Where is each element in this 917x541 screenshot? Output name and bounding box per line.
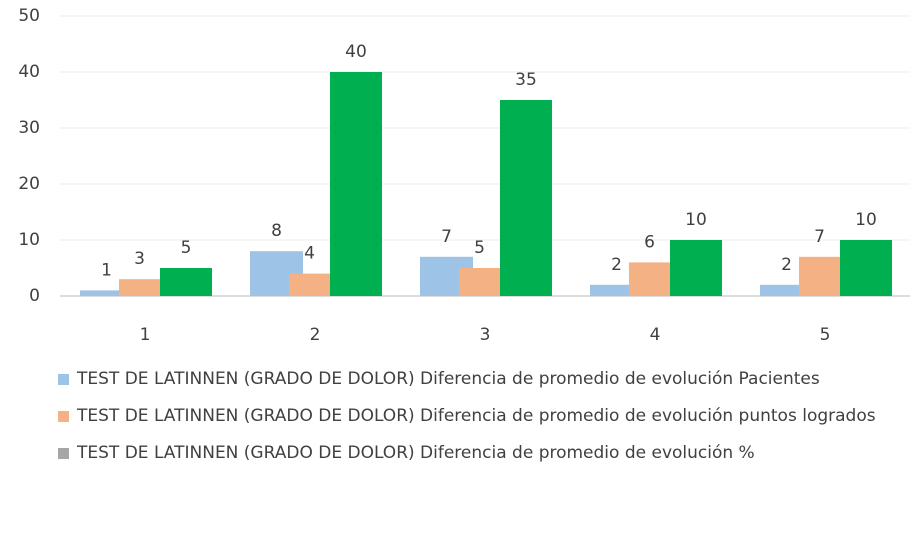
legend-swatch (58, 374, 69, 385)
legend-label: TEST DE LATINNEN (GRADO DE DOLOR) Difere… (77, 443, 755, 463)
bar (500, 100, 552, 296)
data-label: 6 (644, 232, 655, 252)
y-tick-label: 0 (29, 286, 40, 306)
x-tick-label: 1 (140, 325, 151, 345)
x-tick-label: 2 (310, 325, 321, 345)
x-tick-label: 3 (480, 325, 491, 345)
bar (799, 256, 840, 296)
y-tick-label: 20 (18, 174, 40, 194)
data-label: 10 (855, 210, 877, 230)
bar (760, 284, 813, 296)
y-tick-label: 10 (18, 230, 40, 250)
data-label: 4 (304, 244, 315, 264)
bar (590, 284, 643, 296)
bar (80, 290, 133, 296)
legend-label: TEST DE LATINNEN (GRADO DE DOLOR) Difere… (77, 406, 876, 426)
legend-entry: TEST DE LATINNEN (GRADO DE DOLOR) Difere… (58, 440, 908, 467)
bar (629, 262, 670, 296)
legend-swatch (58, 411, 69, 422)
data-label: 7 (814, 227, 825, 247)
data-label: 5 (181, 238, 192, 258)
legend: TEST DE LATINNEN (GRADO DE DOLOR) Difere… (58, 366, 908, 477)
bar (840, 240, 892, 296)
data-label: 7 (441, 227, 452, 247)
bar (119, 279, 160, 296)
y-tick-label: 40 (18, 62, 40, 82)
legend-entry: TEST DE LATINNEN (GRADO DE DOLOR) Difere… (58, 366, 908, 393)
data-label: 8 (271, 221, 282, 241)
legend-swatch (58, 448, 69, 459)
bar (670, 240, 722, 296)
data-label: 35 (515, 70, 537, 90)
data-label: 2 (781, 255, 792, 275)
bar (330, 72, 382, 296)
data-label: 5 (474, 238, 485, 258)
legend-entry: TEST DE LATINNEN (GRADO DE DOLOR) Difere… (58, 403, 908, 430)
y-tick-label: 50 (18, 6, 40, 26)
data-label: 10 (685, 210, 707, 230)
y-tick-label: 30 (18, 118, 40, 138)
legend-label: TEST DE LATINNEN (GRADO DE DOLOR) Difere… (77, 369, 820, 389)
bar (160, 268, 212, 296)
x-tick-label: 4 (650, 325, 661, 345)
data-label: 3 (134, 249, 145, 269)
data-label: 2 (611, 255, 622, 275)
bar (289, 273, 330, 296)
data-label: 1 (101, 260, 112, 280)
data-label: 40 (345, 42, 367, 62)
bar (459, 268, 500, 296)
x-tick-label: 5 (820, 325, 831, 345)
